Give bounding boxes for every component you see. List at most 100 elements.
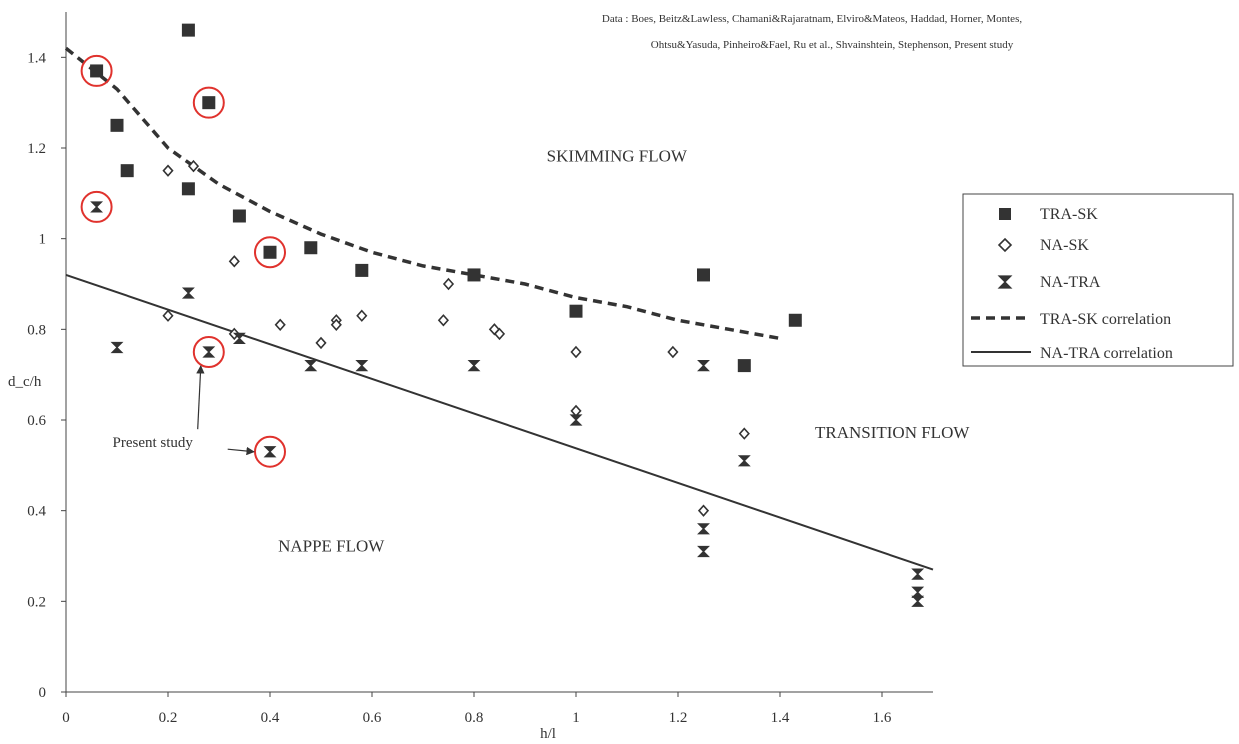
na-tra-point <box>90 201 104 213</box>
x-tick-label: 1.6 <box>873 710 892 726</box>
na-tra-point <box>263 446 277 458</box>
legend-marker-filled-square <box>999 208 1011 220</box>
region-label-nappe: NAPPE FLOW <box>278 536 385 555</box>
na-tra-point <box>181 287 195 299</box>
y-tick-label: 0.4 <box>27 504 46 520</box>
highlight-circle <box>80 54 113 87</box>
x-tick-label: 0.6 <box>363 710 382 726</box>
y-tick-label: 1.2 <box>27 141 46 157</box>
na-tra-point <box>697 545 710 558</box>
chart-labels: Data : Boes, Beitz&Lawless, Chamani&Raja… <box>8 13 1022 742</box>
region-label-skimming: SKIMMING FLOW <box>547 147 688 166</box>
tra-sk-point <box>232 209 246 223</box>
legend-item-tra-sk-correlation: TRA-SK correlation <box>971 311 1171 328</box>
na-sk-point <box>493 327 506 341</box>
highlight-circle <box>254 236 286 269</box>
y-tick-label: 1.4 <box>27 50 46 66</box>
y-tick-label: 0.6 <box>27 413 46 429</box>
tra-sk-point <box>569 304 583 318</box>
na-sk-point <box>667 345 679 359</box>
tick-labels: 0 0.2 0.4 0.6 0.8 1 1.2 1.4 1.6 0 0.2 0.4 0.6 0.8 1 1.2… <box>27 50 892 726</box>
tra-sk-point <box>467 268 481 282</box>
na-sk-point <box>356 309 368 322</box>
y-tick-label: 0 <box>39 685 47 701</box>
region-label-transition: TRANSITION FLOW <box>815 423 970 442</box>
present-study-label: Present study <box>112 435 193 451</box>
legend-marker-hourglass <box>997 275 1013 289</box>
present-study-highlights <box>80 54 286 468</box>
axes <box>61 12 933 697</box>
highlight-circle <box>254 435 286 468</box>
na-tra-point <box>110 341 124 354</box>
na-tra-point <box>911 586 925 598</box>
y-axis-label: d_c/h <box>8 374 42 390</box>
annotation-arrow <box>196 365 205 430</box>
y-tick-label: 1 <box>39 232 47 248</box>
x-tick-label: 0.2 <box>159 710 178 726</box>
na-sk-point <box>697 504 710 517</box>
na-tra-correlation-line <box>65 273 934 571</box>
legend-label: TRA-SK correlation <box>1040 311 1171 328</box>
data-markers <box>90 23 925 607</box>
na-sk-point <box>274 318 286 331</box>
na-tra-point <box>202 346 216 358</box>
x-tick-label: 0.8 <box>465 710 484 726</box>
tra-sk-point <box>355 263 369 277</box>
legend-marker-open-diamond <box>997 237 1013 253</box>
legend-label: NA-TRA correlation <box>1040 345 1173 362</box>
tra-sk-point <box>304 241 318 255</box>
tra-sk-point <box>202 96 216 110</box>
legend-item-na-tra: NA-TRA <box>997 274 1101 291</box>
tra-sk-point <box>120 164 134 178</box>
na-tra-point <box>697 523 710 535</box>
na-tra-point <box>737 455 751 467</box>
na-tra-point <box>911 595 925 607</box>
x-tick-label: 1 <box>572 710 580 726</box>
y-tick-label: 0.8 <box>27 322 46 338</box>
tra-sk-point <box>110 118 124 132</box>
correlation-lines <box>64 46 934 571</box>
na-tra-point <box>232 332 246 344</box>
data-note-line-2: Ohtsu&Yasuda, Pinheiro&Fael, Ru et al., … <box>651 39 1014 51</box>
na-tra-point <box>467 360 481 372</box>
tra-sk-point <box>737 359 751 373</box>
highlight-circle <box>192 86 225 119</box>
legend-box <box>962 193 1234 367</box>
na-tra-point <box>304 360 318 372</box>
highlight-circle <box>80 190 113 223</box>
y-tick-label: 0.2 <box>27 594 46 610</box>
na-sk-point <box>162 164 174 177</box>
data-note-line-1: Data : Boes, Beitz&Lawless, Chamani&Raja… <box>602 13 1022 25</box>
na-tra-point <box>355 360 369 372</box>
legend-item-na-tra-correlation: NA-TRA correlation <box>971 345 1173 362</box>
na-sk-point <box>437 314 449 327</box>
legend: TRA-SK NA-SK NA-TRA TRA-SK correlation N… <box>962 193 1234 367</box>
highlight-circle <box>192 336 225 368</box>
x-tick-label: 0 <box>62 710 70 726</box>
na-sk-point <box>738 427 750 440</box>
tra-sk-point <box>697 268 710 282</box>
na-sk-point <box>330 318 342 331</box>
legend-label: NA-TRA <box>1040 274 1101 291</box>
tra-sk-point <box>263 245 277 259</box>
x-tick-label: 0.4 <box>261 710 280 726</box>
na-sk-point <box>228 255 240 268</box>
annotation-arrow <box>227 446 255 456</box>
x-tick-label: 1.4 <box>771 710 790 726</box>
tra-sk-point <box>788 313 802 327</box>
na-sk-point <box>187 159 200 173</box>
na-sk-point <box>315 336 327 350</box>
x-axis-label: h/l <box>540 726 556 742</box>
tra-sk-point <box>90 64 104 78</box>
legend-label: TRA-SK <box>1040 206 1098 223</box>
legend-item-tra-sk: TRA-SK <box>999 206 1098 223</box>
legend-item-na-sk: NA-SK <box>997 237 1089 254</box>
legend-label: NA-SK <box>1040 237 1089 254</box>
na-tra-point <box>569 414 583 426</box>
x-tick-label: 1.2 <box>669 710 688 726</box>
tra-sk-point <box>181 23 195 37</box>
na-tra-point <box>697 360 710 372</box>
na-sk-point <box>162 309 174 322</box>
tra-sk-point <box>181 182 195 196</box>
